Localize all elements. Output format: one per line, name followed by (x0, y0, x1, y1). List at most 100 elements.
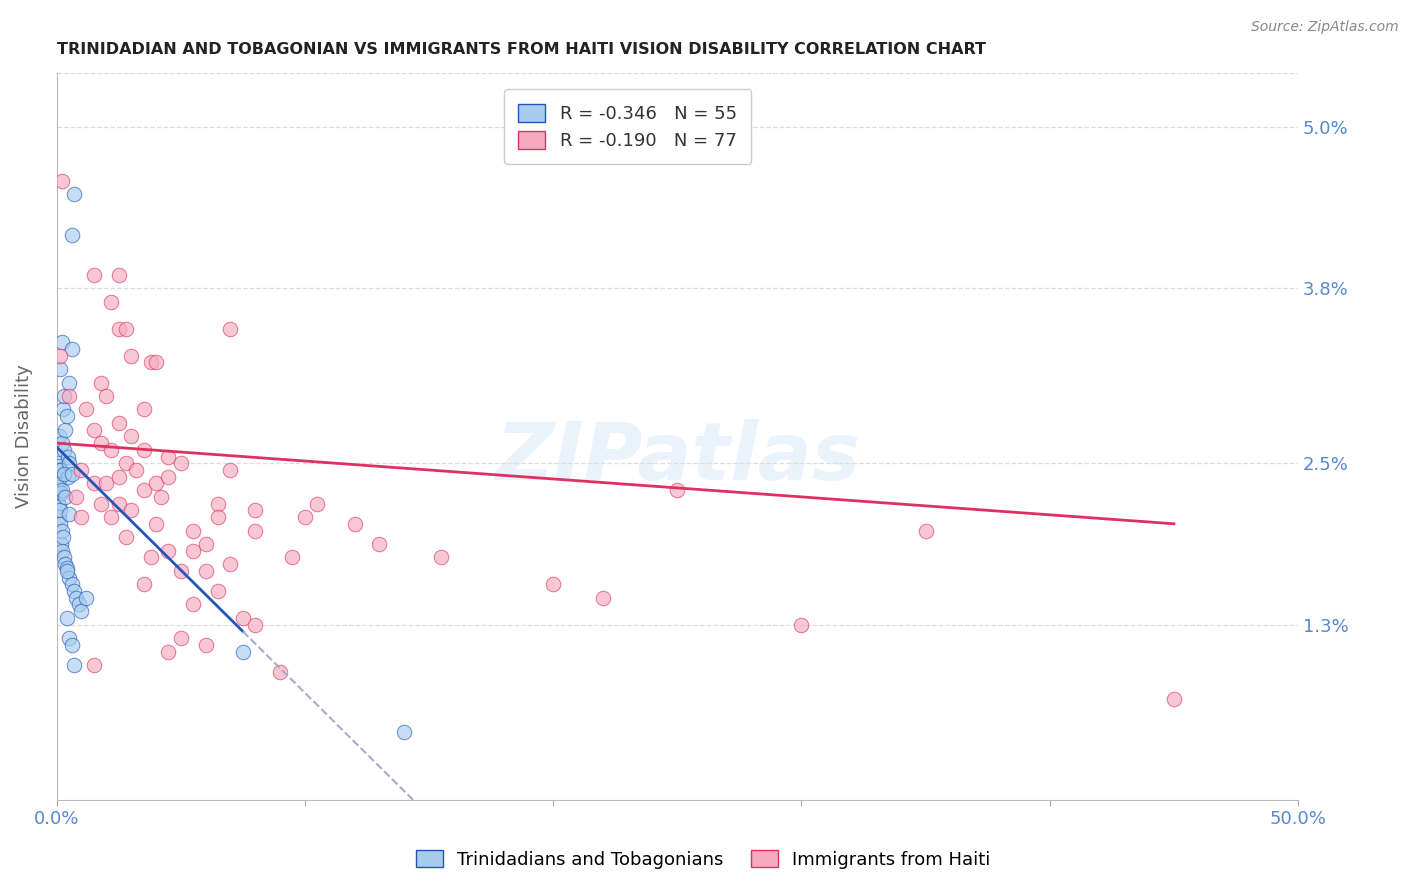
Point (53, 557, 76, 571)
Point (181, 543, 204, 558)
Point (65, 490, 87, 504)
Point (107, 268, 129, 282)
Point (52, 530, 75, 544)
Point (90, 376, 112, 390)
Point (60, 577, 83, 591)
Point (63, 658, 86, 673)
Point (48, 429, 70, 443)
Point (83, 476, 105, 491)
Point (157, 469, 180, 483)
Point (145, 355, 167, 369)
Point (49, 349, 72, 363)
Point (90, 436, 112, 450)
Point (194, 564, 217, 578)
Point (58, 456, 80, 470)
Point (52, 402, 75, 417)
Point (145, 516, 167, 531)
Point (100, 510, 122, 524)
Point (170, 564, 193, 578)
Point (115, 456, 138, 470)
Point (55, 561, 77, 575)
Point (56, 469, 79, 483)
Point (132, 577, 155, 591)
Point (107, 416, 129, 430)
Point (51, 483, 73, 498)
Point (245, 503, 267, 517)
Point (48, 503, 70, 517)
Point (65, 591, 87, 605)
Point (58, 571, 80, 585)
Point (139, 355, 162, 369)
Point (149, 490, 172, 504)
Point (48, 510, 70, 524)
Point (51, 174, 73, 188)
Point (70, 463, 93, 477)
Text: TRINIDADIAN AND TOBAGONIAN VS IMMIGRANTS FROM HAITI VISION DISABILITY CORRELATIO: TRINIDADIAN AND TOBAGONIAN VS IMMIGRANTS… (56, 42, 986, 57)
Point (53, 389, 76, 403)
Point (48, 458, 70, 473)
Legend: Trinidadians and Tobagonians, Immigrants from Haiti: Trinidadians and Tobagonians, Immigrants… (408, 843, 998, 876)
Point (48, 500, 70, 514)
Point (83, 268, 105, 282)
Point (343, 516, 366, 531)
Point (51, 524, 73, 538)
Point (170, 456, 193, 470)
Point (790, 617, 813, 632)
Point (56, 450, 79, 464)
Point (157, 644, 180, 658)
Point (53, 490, 76, 504)
Point (100, 442, 122, 457)
Point (666, 483, 689, 498)
Point (49, 516, 72, 531)
Point (53, 467, 76, 481)
Point (115, 530, 138, 544)
Point (49, 463, 72, 477)
Point (75, 402, 97, 417)
Point (219, 557, 242, 571)
Point (60, 638, 83, 652)
Point (55, 564, 77, 578)
Point (132, 483, 155, 498)
Point (60, 467, 83, 481)
Point (60, 342, 83, 356)
Point (592, 591, 614, 605)
Point (48, 472, 70, 486)
Point (232, 644, 254, 658)
Point (181, 598, 204, 612)
Point (55, 409, 77, 424)
Point (107, 469, 129, 483)
Point (53, 442, 76, 457)
Point (157, 543, 180, 558)
Point (269, 665, 291, 679)
Point (70, 510, 93, 524)
Point (194, 537, 217, 551)
Point (307, 497, 329, 511)
Legend: R = -0.346   N = 55, R = -0.190   N = 77: R = -0.346 N = 55, R = -0.190 N = 77 (503, 89, 751, 164)
Point (914, 524, 936, 538)
Point (107, 497, 129, 511)
Point (100, 294, 122, 309)
Point (46, 497, 69, 511)
Point (281, 550, 304, 565)
Point (120, 429, 142, 443)
Point (75, 591, 97, 605)
Point (120, 503, 142, 517)
Point (58, 389, 80, 403)
Point (96, 389, 118, 403)
Text: ZIPatlas: ZIPatlas (495, 419, 860, 497)
Point (90, 497, 112, 511)
Point (58, 508, 80, 522)
Point (58, 631, 80, 645)
Point (49, 362, 72, 376)
Point (132, 402, 155, 417)
Point (107, 322, 129, 336)
Point (430, 550, 453, 565)
Point (170, 631, 193, 645)
Point (48, 476, 70, 491)
Point (46, 456, 69, 470)
Point (58, 376, 80, 390)
Text: Source: ZipAtlas.com: Source: ZipAtlas.com (1251, 20, 1399, 34)
Point (541, 577, 564, 591)
Point (60, 227, 83, 242)
Point (125, 463, 148, 477)
